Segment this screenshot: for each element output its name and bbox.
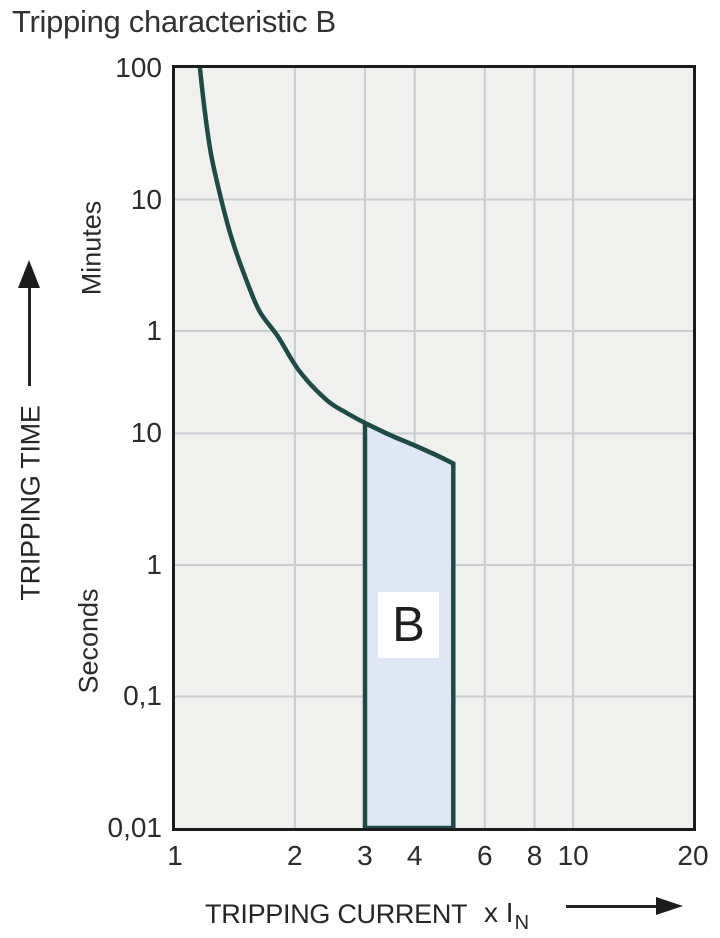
chart-svg [175, 68, 693, 828]
x-axis-multiplier: x IN [484, 897, 529, 934]
y-tick-label: 0,1 [123, 680, 162, 712]
y-tick-label: 0,01 [107, 812, 163, 843]
y-tick-label: 1 [146, 315, 162, 347]
y-axis-unit-minutes: Minutes [76, 200, 107, 296]
right-arrow-icon [656, 897, 683, 915]
x-tick-label: 20 [677, 840, 709, 871]
y-axis-unit-seconds: Seconds [73, 588, 104, 694]
tripping-curve [197, 68, 455, 466]
y-tick-label: 10 [130, 417, 162, 449]
up-arrow-icon [18, 260, 40, 288]
right-arrow-shaft [566, 905, 656, 908]
region-label-b: B [378, 592, 439, 658]
page-title: Tripping characteristic B [12, 4, 336, 39]
x-axis-title: TRIPPING CURRENT [205, 899, 468, 929]
x-tick-label: 2 [287, 840, 303, 871]
y-axis-title: TRIPPING TIME [15, 405, 46, 601]
y-tick-label: 10 [130, 183, 162, 215]
x-tick-label: 8 [526, 840, 543, 871]
x-tick-label: 4 [406, 840, 423, 871]
x-tick-label: 10 [557, 840, 589, 871]
x-tick-label: 6 [477, 840, 493, 871]
x-tick-label: 3 [357, 840, 373, 871]
y-tick-label: 1 [146, 548, 162, 580]
y-tick-label: 100 [115, 52, 162, 83]
x-axis-multiplier-text: x I [484, 897, 514, 928]
plot-area [172, 65, 696, 831]
up-arrow-shaft [28, 287, 31, 386]
x-axis-multiplier-subscript: N [514, 912, 530, 934]
x-tick-label: 1 [167, 840, 183, 871]
